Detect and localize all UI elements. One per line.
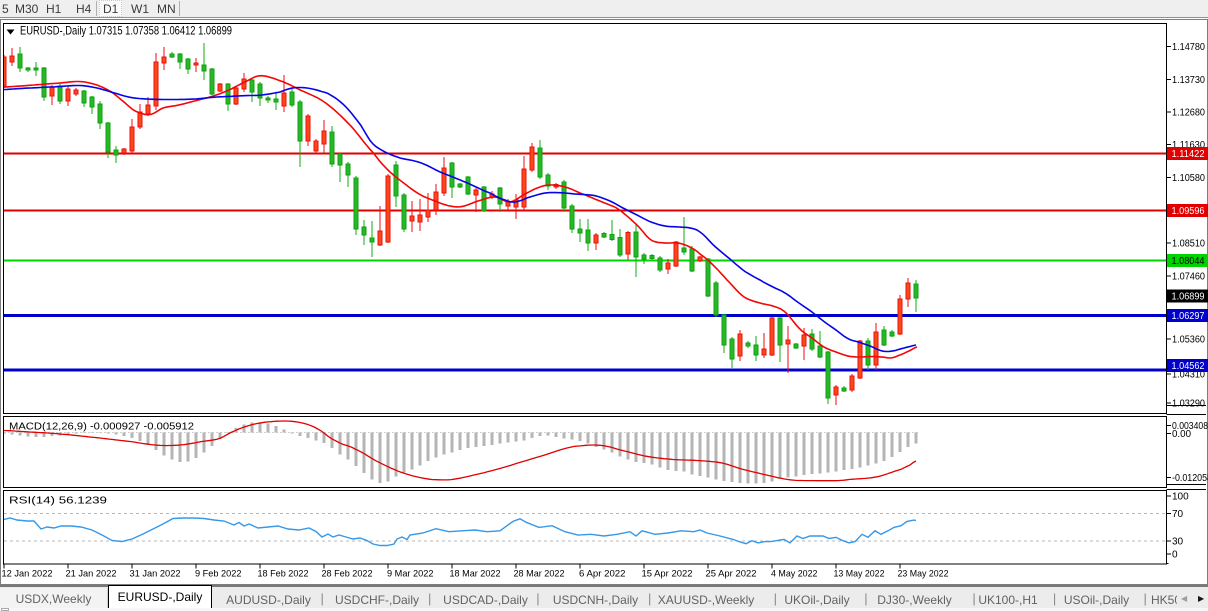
svg-text:1.07460: 1.07460 [1172, 272, 1205, 283]
svg-text:6 Apr 2022: 6 Apr 2022 [579, 569, 626, 580]
svg-text:1.13730: 1.13730 [1172, 75, 1205, 86]
svg-text:23 May 2022: 23 May 2022 [898, 569, 949, 580]
svg-text:1.11422: 1.11422 [1172, 149, 1205, 160]
svg-text:1.10580: 1.10580 [1172, 173, 1205, 184]
svg-text:1.06899: 1.06899 [1172, 292, 1205, 303]
svg-text:1.05360: 1.05360 [1172, 334, 1205, 345]
svg-text:30: 30 [1172, 537, 1184, 548]
svg-text:1.14780: 1.14780 [1172, 42, 1205, 53]
svg-text:4 May 2022: 4 May 2022 [771, 569, 818, 580]
svg-text:1.03290: 1.03290 [1172, 399, 1205, 410]
svg-text:28 Mar 2022: 28 Mar 2022 [514, 569, 565, 580]
svg-text:1.11630: 1.11630 [1172, 140, 1205, 151]
svg-text:-0.012058: -0.012058 [1172, 473, 1208, 484]
svg-text:100: 100 [1172, 492, 1189, 503]
svg-text:1.08044: 1.08044 [1172, 256, 1205, 267]
svg-text:9 Feb 2022: 9 Feb 2022 [195, 569, 242, 580]
svg-text:0.00: 0.00 [1172, 429, 1191, 440]
svg-text:MACD(12,26,9) -0.000927 -0.005: MACD(12,26,9) -0.000927 -0.005912 [9, 421, 194, 433]
svg-text:70: 70 [1172, 509, 1184, 520]
svg-text:25 Apr 2022: 25 Apr 2022 [706, 569, 757, 580]
svg-text:1.08510: 1.08510 [1172, 239, 1205, 250]
svg-text:31 Jan 2022: 31 Jan 2022 [130, 569, 181, 580]
svg-text:28 Feb 2022: 28 Feb 2022 [322, 569, 373, 580]
svg-text:18 Feb 2022: 18 Feb 2022 [258, 569, 309, 580]
svg-text:15 Apr 2022: 15 Apr 2022 [642, 569, 693, 580]
svg-text:21 Jan 2022: 21 Jan 2022 [66, 569, 117, 580]
svg-text:RSI(14) 56.1239: RSI(14) 56.1239 [9, 495, 107, 507]
svg-text:18 Mar 2022: 18 Mar 2022 [450, 569, 501, 580]
svg-text:13 May 2022: 13 May 2022 [834, 569, 885, 580]
svg-text:0: 0 [1172, 550, 1178, 561]
svg-text:1.04310: 1.04310 [1172, 370, 1205, 381]
svg-text:1.06297: 1.06297 [1172, 311, 1205, 322]
svg-text:9 Mar 2022: 9 Mar 2022 [387, 569, 434, 580]
svg-text:EURUSD-,Daily 1.07315 1.07358: EURUSD-,Daily 1.07315 1.07358 1.06412 1.… [20, 24, 232, 38]
svg-text:12 Jan 2022: 12 Jan 2022 [2, 569, 53, 580]
svg-text:0.003408: 0.003408 [1172, 421, 1208, 432]
svg-text:1.04562: 1.04562 [1172, 361, 1205, 372]
svg-text:1.12680: 1.12680 [1172, 108, 1205, 119]
svg-text:1.09596: 1.09596 [1172, 206, 1205, 217]
